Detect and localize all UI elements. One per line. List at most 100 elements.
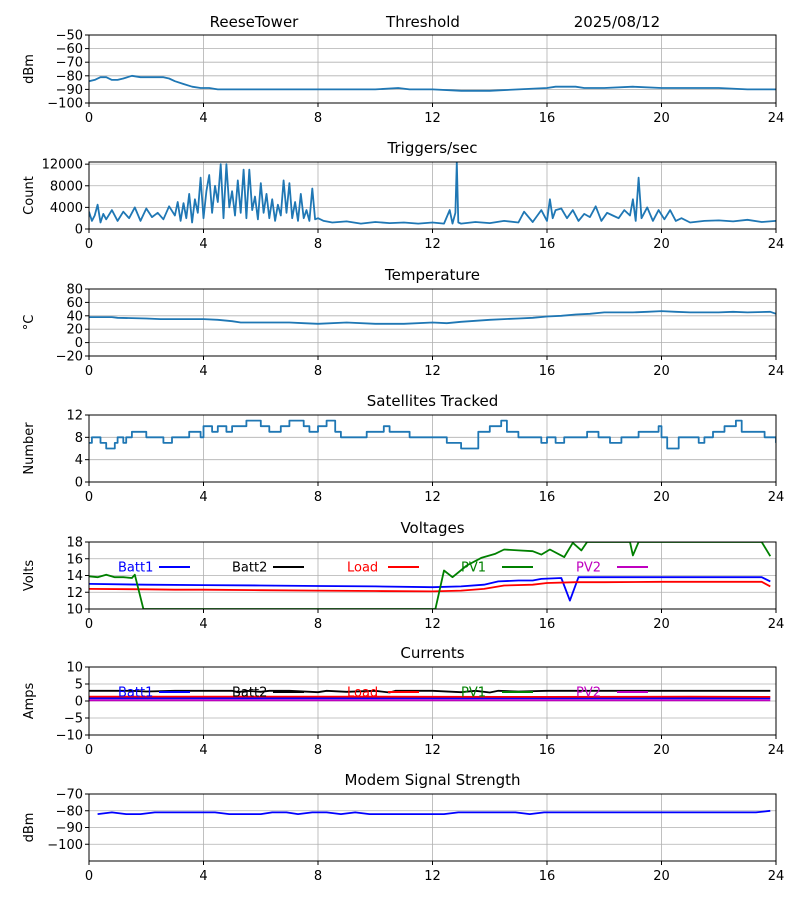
series-group xyxy=(89,542,772,609)
x-tick-label: 0 xyxy=(85,364,93,379)
x-tick-label: 12 xyxy=(424,364,441,379)
y-tick-label: 12 xyxy=(66,586,83,601)
x-tick-label: 24 xyxy=(768,364,785,379)
x-tick-label: 4 xyxy=(199,490,207,505)
series-group xyxy=(89,74,776,92)
chart-title: Satellites Tracked xyxy=(367,392,498,410)
y-axis-label: Volts xyxy=(22,560,37,592)
y-tick-label: −80 xyxy=(56,69,83,84)
x-tick-label: 16 xyxy=(539,617,556,632)
x-tick-label: 0 xyxy=(85,743,93,758)
legend-label-batt2: Batt2 xyxy=(232,686,267,701)
y-tick-label: 12000 xyxy=(42,158,83,173)
legend-label-batt1: Batt1 xyxy=(118,686,153,701)
y-tick-label: 60 xyxy=(66,296,83,311)
legend-label-pv1: PV1 xyxy=(461,561,486,576)
legend-label-load: Load xyxy=(347,686,378,701)
y-tick-label: −80 xyxy=(56,804,83,819)
panel-rssi: 0 4 8 12 16 20 24 −100−90−80−70−60−50 dBm xyxy=(22,29,784,127)
y-tick-label: 8000 xyxy=(50,179,83,194)
series-line-temperature xyxy=(89,310,776,325)
panel-satellites: 0 4 8 12 16 20 24 0 4 8 12 Satellites Tracked Number xyxy=(22,392,784,505)
y-axis-label: dBm xyxy=(22,813,37,843)
x-tick-label: 12 xyxy=(424,237,441,252)
x-tick-label: 4 xyxy=(199,364,207,379)
x-tick-label: 4 xyxy=(199,869,207,884)
series-line-triggers xyxy=(89,162,776,225)
x-tick-label: 12 xyxy=(424,743,441,758)
panel-triggers: 0 4 8 12 16 20 24 0 4000 8000 12000 Triggers/sec Cou… xyxy=(22,139,784,252)
x-tick-label: 20 xyxy=(653,237,670,252)
x-tick-label: 16 xyxy=(539,490,556,505)
series-line-signal xyxy=(89,74,776,92)
x-tick-label: 12 xyxy=(424,490,441,505)
x-tick-label: 12 xyxy=(424,617,441,632)
mode-label: Threshold xyxy=(385,13,460,31)
chart-title: Triggers/sec xyxy=(387,139,478,157)
y-tick-label: −70 xyxy=(56,56,83,71)
series-group xyxy=(89,310,776,325)
x-tick-label: 8 xyxy=(314,617,322,632)
y-tick-label: 80 xyxy=(66,283,83,298)
legend: Batt1 Batt2 Load PV1 PV2 xyxy=(118,686,648,701)
x-tick-label: 16 xyxy=(539,364,556,379)
x-tick-label: 24 xyxy=(768,237,785,252)
legend-label-pv2: PV2 xyxy=(576,686,601,701)
x-tick-label: 20 xyxy=(653,869,670,884)
x-tick-label: 24 xyxy=(768,111,785,126)
chart-title: Voltages xyxy=(400,519,464,537)
y-tick-label: 12 xyxy=(66,409,83,424)
y-axis-label: °C xyxy=(22,315,37,331)
y-axis-label: dBm xyxy=(22,54,37,84)
x-tick-label: 20 xyxy=(653,490,670,505)
x-tick-label: 16 xyxy=(539,743,556,758)
y-tick-label: −90 xyxy=(56,821,83,836)
x-tick-label: 20 xyxy=(653,617,670,632)
series-group xyxy=(89,419,776,450)
x-tick-label: 24 xyxy=(768,869,785,884)
y-tick-label: 0 xyxy=(75,476,83,491)
y-tick-label: −5 xyxy=(64,712,83,727)
x-tick-label: 20 xyxy=(653,111,670,126)
y-tick-label: 0 xyxy=(75,223,83,238)
y-tick-label: 5 xyxy=(75,678,83,693)
x-tick-label: 12 xyxy=(424,111,441,126)
y-tick-label: −10 xyxy=(56,729,83,744)
x-tick-label: 8 xyxy=(314,111,322,126)
y-tick-label: 40 xyxy=(66,309,83,324)
x-tick-label: 4 xyxy=(199,111,207,126)
x-tick-label: 8 xyxy=(314,364,322,379)
x-tick-label: 8 xyxy=(314,869,322,884)
y-axis-label: Amps xyxy=(22,682,37,719)
y-tick-label: −20 xyxy=(56,350,83,365)
x-tick-label: 12 xyxy=(424,869,441,884)
x-tick-label: 4 xyxy=(199,237,207,252)
legend: Batt1 Batt2 Load PV1 PV2 xyxy=(118,561,648,576)
station-name: ReeseTower xyxy=(210,13,300,31)
series-line-pv1 xyxy=(89,542,772,609)
y-tick-label: 20 xyxy=(66,323,83,338)
legend-label-pv1: PV1 xyxy=(461,686,486,701)
x-tick-label: 20 xyxy=(653,364,670,379)
y-tick-label: −60 xyxy=(56,42,83,57)
y-tick-label: 16 xyxy=(66,552,83,567)
series-group xyxy=(89,162,776,225)
series-line-satellites xyxy=(89,419,776,450)
y-tick-label: 10 xyxy=(66,603,83,618)
x-tick-label: 24 xyxy=(768,617,785,632)
header: ReeseTower Threshold 2025/08/12 xyxy=(210,13,661,31)
series-line-modem xyxy=(97,809,771,815)
y-tick-label: −50 xyxy=(56,29,83,44)
y-tick-label: 10 xyxy=(66,661,83,676)
chart-title: Temperature xyxy=(384,266,480,284)
y-tick-label: −70 xyxy=(56,788,83,803)
x-tick-label: 16 xyxy=(539,237,556,252)
y-axis-label: Number xyxy=(22,422,37,475)
x-tick-label: 8 xyxy=(314,237,322,252)
x-tick-label: 8 xyxy=(314,743,322,758)
legend-label-batt1: Batt1 xyxy=(118,561,153,576)
x-tick-label: 8 xyxy=(314,490,322,505)
x-tick-label: 4 xyxy=(199,743,207,758)
